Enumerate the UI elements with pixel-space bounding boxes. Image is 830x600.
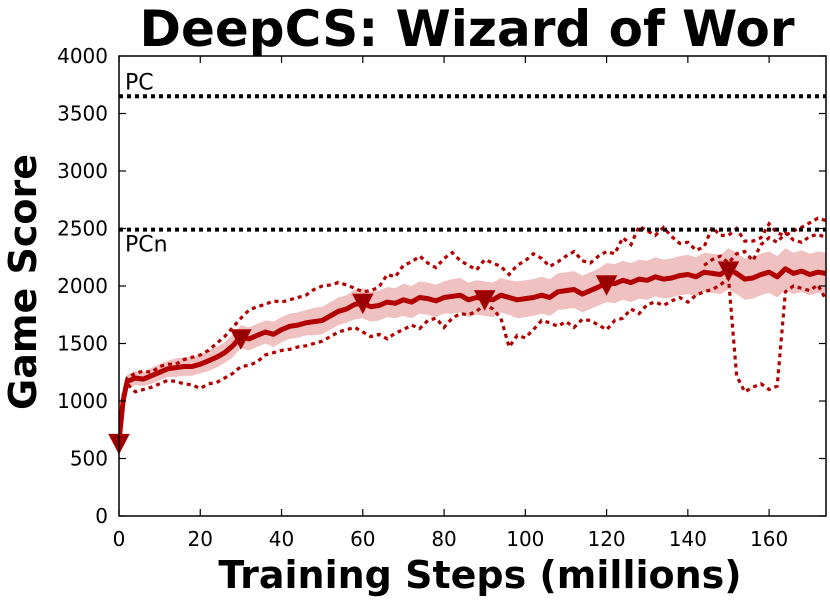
plot-clipped: [119, 216, 826, 445]
x-tick-label: 0: [113, 527, 126, 551]
y-tick-label: 3000: [57, 159, 108, 183]
marker-triangle: [473, 290, 496, 311]
series-dotted-lower: [119, 274, 826, 438]
x-tick-label: 120: [587, 527, 625, 551]
marker-triangle: [230, 329, 252, 350]
x-axis-label: Training Steps (millions): [218, 553, 741, 597]
marker-triangle: [717, 261, 740, 282]
y-tick-label: 0: [95, 504, 108, 528]
y-tick-label: 2000: [57, 274, 108, 298]
marker-triangle: [595, 275, 618, 296]
y-tick-label: 3500: [57, 102, 108, 126]
x-tick-label: 140: [669, 527, 707, 551]
x-tick-label: 160: [750, 527, 788, 551]
series-dotted-third: [703, 230, 826, 267]
y-tick-label: 500: [70, 447, 108, 471]
y-axis-label: Game Score: [1, 154, 45, 410]
axes: 0 20 40 60 80 100 120 140 160 0 500 1000 1500 2000 250…: [57, 44, 827, 551]
reference-label-pc: PC: [125, 70, 154, 95]
y-tick-label: 1000: [57, 389, 108, 413]
series-mean-line: [119, 266, 826, 442]
confidence-band: [119, 248, 826, 445]
x-tick-label: 80: [431, 527, 456, 551]
x-tick-label: 20: [188, 527, 213, 551]
y-tick-label: 2500: [57, 217, 108, 241]
y-tick-label: 4000: [57, 44, 108, 68]
series-dotted-upper: [119, 216, 826, 445]
reference-label-pcn: PCn: [125, 233, 168, 258]
x-tick-label: 40: [269, 527, 294, 551]
x-tick-label: 100: [506, 527, 544, 551]
plot-area: PC PCn: [108, 70, 826, 455]
marker-triangle: [351, 293, 374, 315]
y-tick-label: 1500: [57, 332, 108, 356]
x-tick-label: 60: [350, 527, 375, 551]
chart-title: DeepCS: Wizard of Wor: [139, 0, 794, 58]
